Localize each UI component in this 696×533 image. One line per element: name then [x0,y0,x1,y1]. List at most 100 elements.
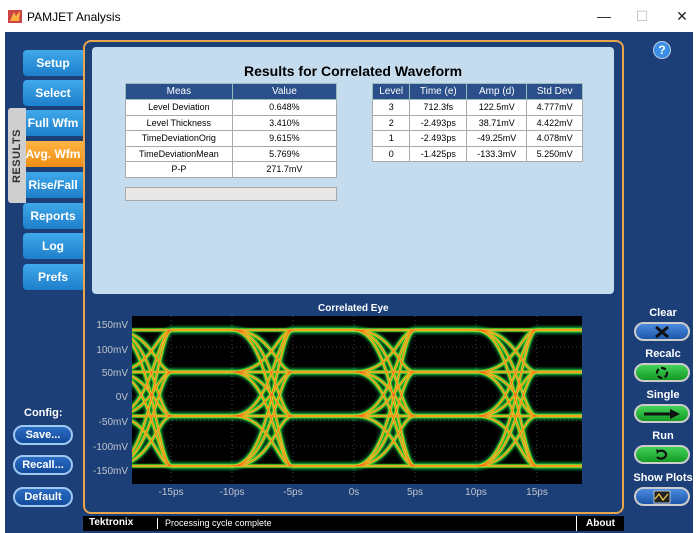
x-tick-label: -5ps [283,487,303,498]
arrow-right-icon [644,408,680,419]
results-tab-label: RESULTS [11,128,23,183]
time-cell: -1.425ps [409,145,468,162]
value-header: Value [231,83,338,100]
time-cell: -2.493ps [409,130,468,147]
eye-trace [352,328,478,468]
about-button[interactable]: About [576,516,624,531]
clear-button[interactable] [634,322,690,341]
eye-trace [132,329,233,453]
help-icon[interactable]: ? [653,41,671,59]
recalc-icon [655,366,669,379]
eye-trace [228,326,358,470]
show-plots-label: Show Plots [633,472,693,484]
eye-trace [352,328,478,468]
eye-trace [353,371,477,467]
default-button[interactable]: Default [13,487,73,507]
eye-trace [231,329,355,467]
tab-setup[interactable]: Setup [23,50,83,76]
results-vertical-tab[interactable]: RESULTS [8,108,26,203]
tab-reports[interactable]: Reports [23,203,83,229]
save-button[interactable]: Save... [13,425,73,445]
x-tick-label: -10ps [219,487,245,498]
levels-table: Level Time (e) Amp (d) Std Dev 3 712.3fs… [371,83,583,162]
time-cell: -2.493ps [409,114,468,131]
x-tick-label: -15ps [158,487,184,498]
meas-value: 0.648% [231,99,338,116]
show-plots-button[interactable] [634,487,690,506]
table-row: 0 -1.425ps -133.3mV 5.250mV [371,145,583,162]
results-area: Results for Correlated Waveform Meas Val… [92,47,614,294]
eye-trace [350,326,480,470]
window-title: PAMJET Analysis [27,10,121,24]
tab-full-wfm[interactable]: Full Wfm [23,110,83,136]
table-row: 1 -2.493ps -49.25mV 4.078mV [371,130,583,147]
eye-diagram-plot [132,316,582,484]
time-header: Time (e) [409,83,468,100]
recalc-label: Recalc [645,348,681,360]
run-button[interactable] [634,445,690,464]
x-tick-label: 10ps [465,487,487,498]
level-cell: 0 [371,145,411,162]
table-row: Level Deviation 0.648% [125,99,338,116]
single-button[interactable] [634,404,690,423]
eye-trace [353,415,477,467]
tab-select[interactable]: Select [23,80,83,106]
y-tick-label: 0V [115,392,128,403]
stddev-cell: 4.422mV [526,114,583,131]
meas-value: 9.615% [231,130,338,147]
level-cell: 1 [371,130,411,147]
eye-trace [231,415,355,467]
maximize-button[interactable]: ☐ [635,8,649,24]
eye-trace [231,329,355,467]
eye-trace [231,371,355,467]
amp-cell: -49.25mV [466,130,528,147]
tab-log[interactable]: Log [23,233,83,259]
eye-trace [229,327,357,469]
single-label: Single [646,389,680,401]
recalc-button[interactable] [634,363,690,382]
eye-trace [351,327,479,469]
eye-trace [350,326,480,470]
time-cell: 712.3fs [409,99,468,116]
minimize-button[interactable]: — [597,8,611,24]
eye-diagram-title: Correlated Eye [318,303,389,314]
eye-trace [353,329,477,467]
stddev-header: Std Dev [526,83,583,100]
plot-icon [653,490,671,503]
eye-trace [132,371,233,457]
y-tick-label: -100mV [92,442,128,453]
app-logo-icon [8,10,22,23]
y-tick-label: 50mV [101,368,128,379]
meas-table-empty-row [125,187,337,201]
meas-name: P-P [125,161,233,178]
run-label: Run [652,430,674,442]
clear-label: Clear [649,307,677,319]
y-tick-label: 100mV [96,345,128,356]
status-separator [157,518,158,529]
level-cell: 2 [371,114,411,131]
stddev-cell: 4.078mV [526,130,583,147]
eye-trace [230,328,356,468]
recall-button[interactable]: Recall... [13,455,73,475]
y-tick-label: 150mV [96,320,128,331]
table-row: 3 712.3fs 122.5mV 4.777mV [371,99,583,116]
eye-trace [475,371,582,467]
close-button[interactable]: ✕ [676,8,688,24]
y-tick-label: -50mV [98,417,128,428]
tektronix-logo: Tektronix [89,517,134,528]
level-header: Level [371,83,411,100]
results-title: Results for Correlated Waveform [243,63,463,79]
tab-avg-wfm[interactable]: Avg. Wfm [23,141,83,167]
table-row: P-P 271.7mV [125,161,338,178]
eye-grid [132,316,582,484]
stddev-cell: 4.777mV [526,99,583,116]
meas-name: TimeDeviationOrig [125,130,233,147]
loop-icon [656,448,668,460]
eye-diagram-traces [132,316,582,484]
meas-name: Level Thickness [125,114,233,131]
meas-name: Level Deviation [125,99,233,116]
tab-rise-fall[interactable]: Rise/Fall [23,172,83,198]
tab-prefs[interactable]: Prefs [23,264,83,290]
eye-trace [228,326,358,470]
